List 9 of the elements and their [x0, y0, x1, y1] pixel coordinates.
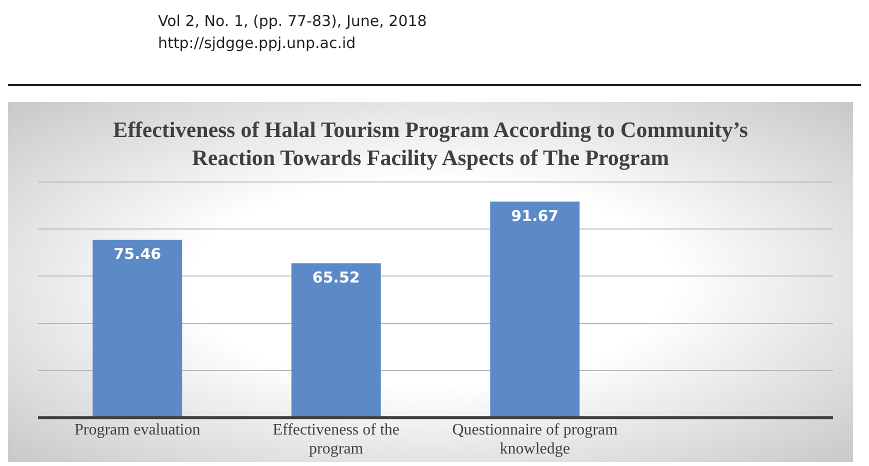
data-label: 75.46	[114, 245, 162, 264]
x-tick-label: Questionnaire of program knowledge	[452, 421, 618, 458]
data-label: 65.52	[312, 268, 360, 287]
data-label: 91.67	[511, 207, 559, 226]
x-tick-label: Effectiveness of the program	[272, 421, 400, 458]
text: Vol 2, No. 1, (pp. 77-83), June, 2018	[158, 11, 428, 32]
chart-title: Effectiveness of Halal Tourism Program According to Community’s Reaction Towards Facility Aspects of The Program	[112, 116, 749, 172]
x-tick-label: Program evaluation	[74, 421, 200, 438]
text: http://sjdgge.ppj.unp.ac.id	[158, 33, 357, 54]
